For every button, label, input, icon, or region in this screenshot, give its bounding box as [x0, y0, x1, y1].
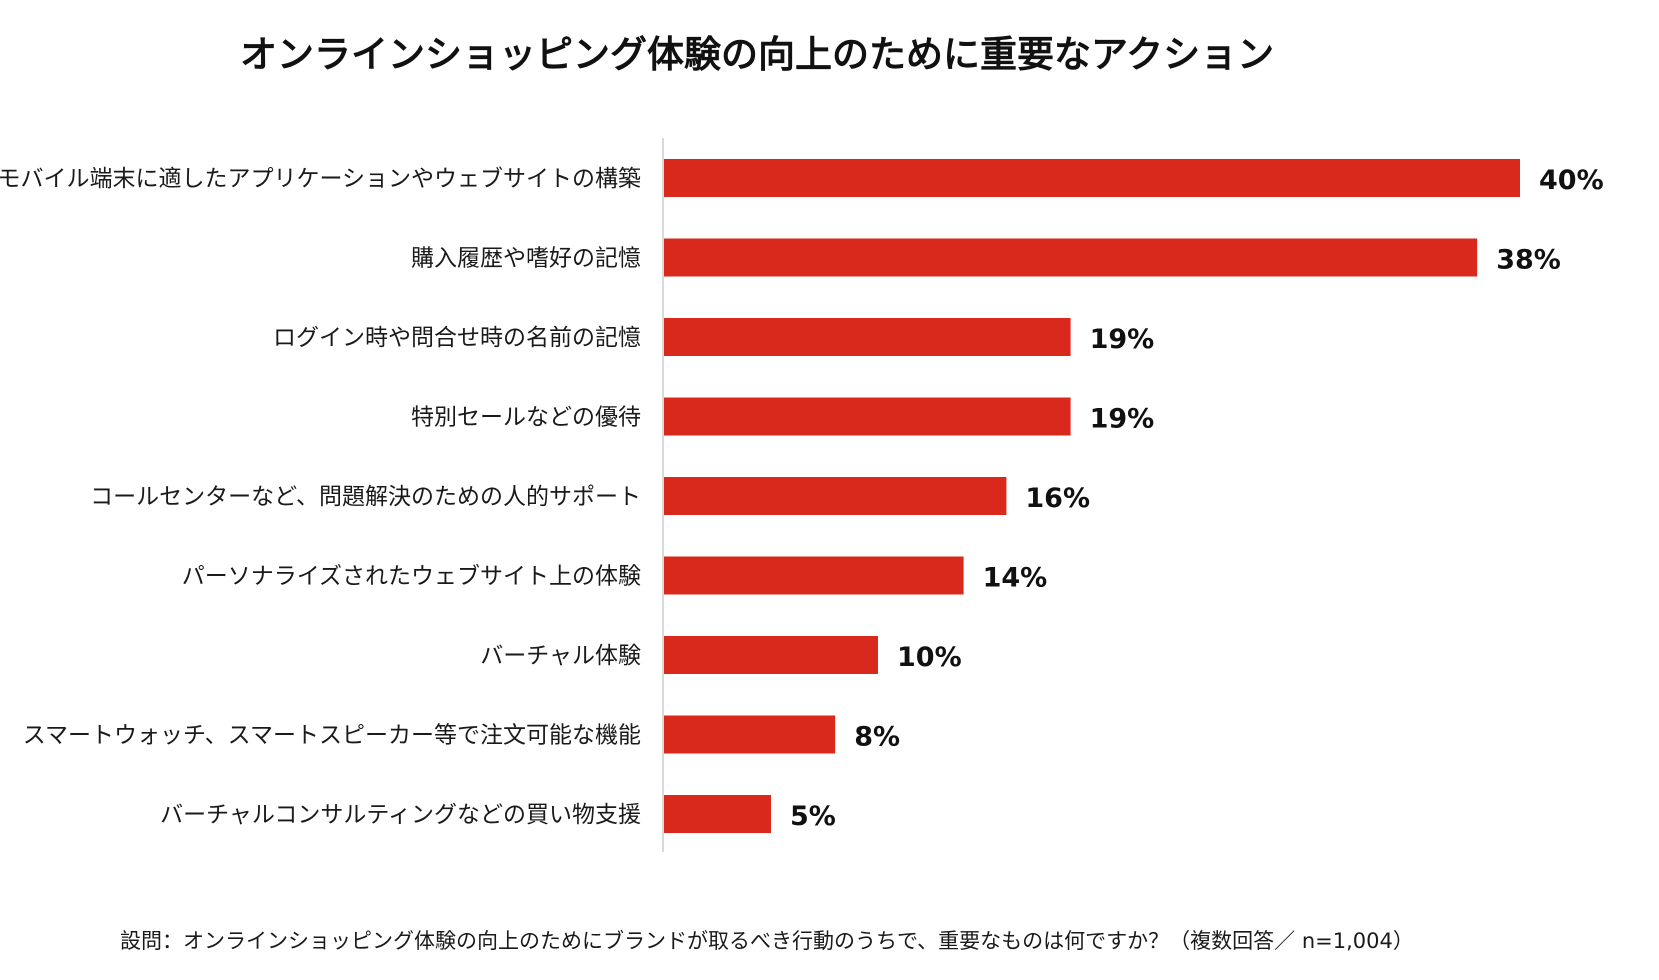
value-label: 38% — [1496, 245, 1561, 276]
bar — [664, 397, 1071, 436]
bar — [664, 636, 878, 674]
value-label: 40% — [1539, 165, 1604, 196]
bar — [664, 556, 964, 595]
value-label: 5% — [790, 801, 836, 832]
category-label: ログイン時や問合せ時の名前の記憶 — [273, 325, 641, 351]
survey-footnote: 設問：オンラインショッピング体験の向上のためにブランドが取るべき行動のうちで、重… — [120, 929, 1414, 953]
bar — [664, 477, 1007, 515]
value-label: 16% — [1025, 483, 1090, 514]
bar — [664, 159, 1520, 197]
category-label: バーチャル体験 — [480, 643, 641, 669]
value-label: 19% — [1090, 324, 1155, 355]
category-label: 購入履歴や嗜好の記憶 — [411, 246, 641, 272]
value-label: 19% — [1090, 404, 1155, 435]
category-label: モバイル端末に適したアプリケーションやウェブサイトの構築 — [0, 166, 641, 192]
category-label: コールセンターなど、問題解決のための人的サポート — [90, 484, 641, 510]
category-label: パーソナライズされたウェブサイト上の体験 — [182, 564, 641, 590]
value-label: 10% — [897, 642, 962, 673]
bar — [664, 715, 836, 754]
category-label: バーチャルコンサルティングなどの買い物支援 — [160, 802, 641, 828]
bar — [664, 795, 771, 833]
value-label: 8% — [854, 722, 900, 753]
chart-title: オンラインショッピング体験の向上のために重要なアクション — [240, 33, 1275, 76]
value-label: 14% — [983, 563, 1048, 594]
category-label: 特別セールなどの優待 — [411, 405, 641, 431]
bar — [664, 318, 1071, 356]
bar — [664, 238, 1478, 277]
category-label: スマートウォッチ、スマートスピーカー等で注文可能な機能 — [23, 723, 641, 749]
